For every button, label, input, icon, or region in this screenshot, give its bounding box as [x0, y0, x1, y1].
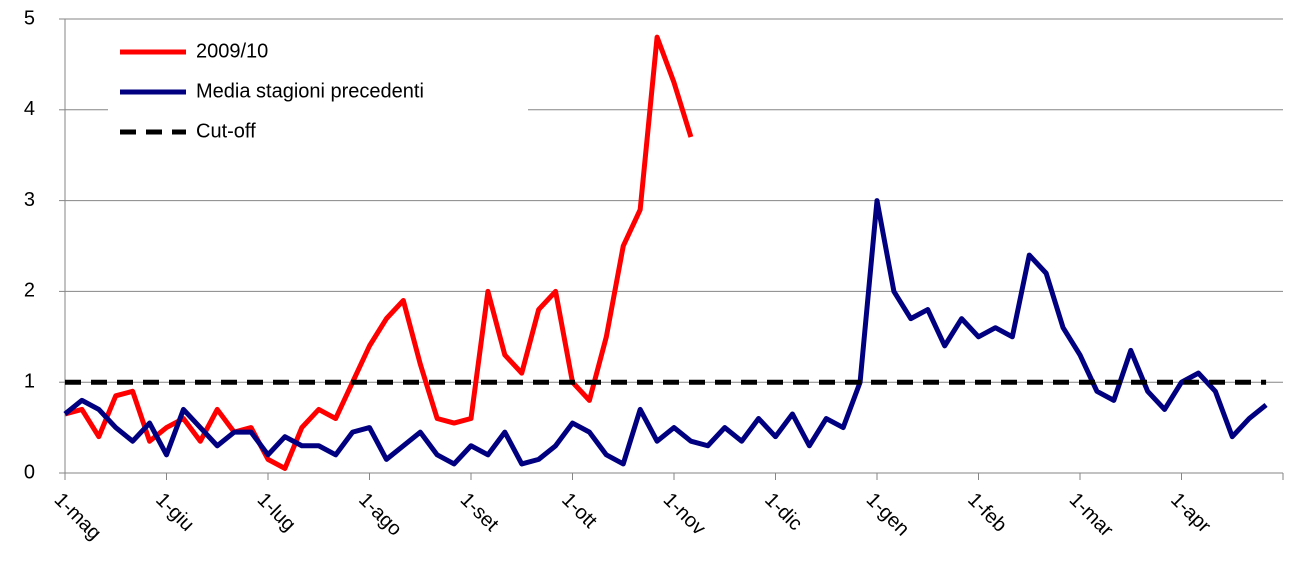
x-tick-label: 1-lug	[253, 489, 300, 536]
y-tick-label: 2	[24, 280, 35, 302]
legend-label: 2009/10	[196, 40, 268, 62]
y-tick-label: 3	[24, 189, 35, 211]
x-tick-label: 1-ago	[354, 489, 406, 541]
x-tick-label: 1-mar	[1065, 489, 1118, 542]
legend-box	[108, 38, 528, 160]
x-tick-label: 1-ott	[557, 489, 601, 533]
legend-label: Media stagioni precedenti	[196, 80, 424, 102]
y-tick-label: 5	[24, 7, 35, 29]
x-tick-label: 1-gen	[862, 489, 914, 541]
series-line	[64, 34, 694, 471]
x-tick-label: 1-apr	[1166, 489, 1215, 538]
legend-label: Cut-off	[196, 120, 256, 142]
x-tick-label: 1-dic	[760, 489, 806, 535]
x-tick-label: 1-set	[456, 489, 503, 536]
y-tick-label: 0	[24, 461, 35, 483]
series-line	[63, 198, 1268, 467]
x-tick-label: 1-feb	[963, 489, 1011, 537]
y-tick-label: 1	[24, 370, 35, 392]
x-tick-label: 1-mag	[50, 489, 106, 545]
legend: 2009/10 Media stagioni precedenti Cut-off	[108, 38, 528, 160]
x-tick-label: 1-giu	[151, 489, 198, 536]
x-tick-label: 1-nov	[659, 489, 710, 540]
y-tick-label: 4	[24, 98, 35, 120]
